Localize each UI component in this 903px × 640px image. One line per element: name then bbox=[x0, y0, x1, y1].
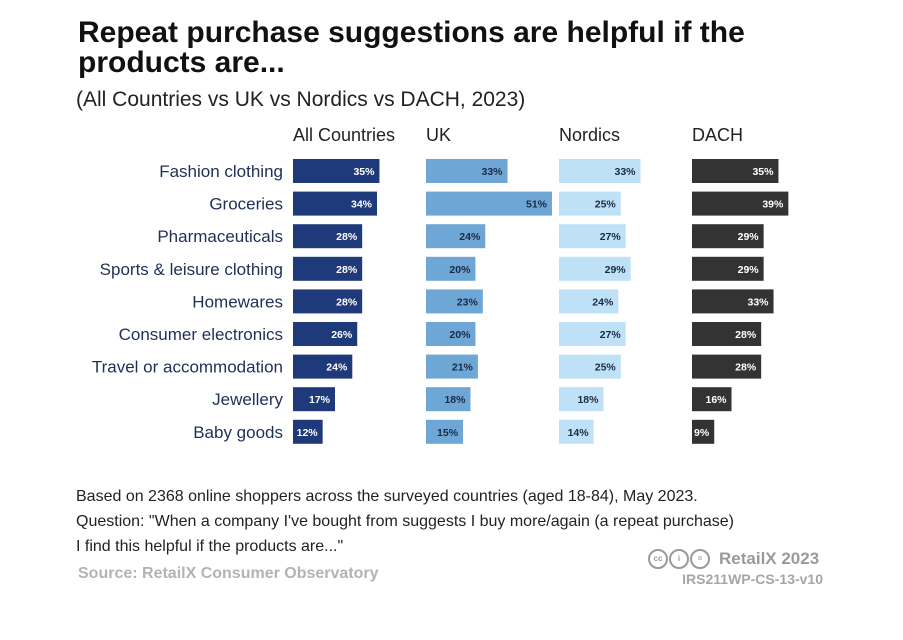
bar-label-3-3: 29% bbox=[738, 264, 760, 276]
category-label-4: Homewares bbox=[192, 292, 283, 311]
bar-2-2 bbox=[559, 224, 626, 249]
bar-0-8 bbox=[293, 419, 323, 444]
bar-label-1-5: 20% bbox=[449, 329, 471, 341]
footnote-line-1: Based on 2368 online shoppers across the… bbox=[76, 488, 698, 505]
bar-3-7 bbox=[692, 387, 732, 412]
bar-1-2 bbox=[426, 224, 486, 249]
bar-label-2-6: 25% bbox=[595, 362, 617, 374]
bar-2-5 bbox=[559, 322, 626, 346]
bar-2-1 bbox=[559, 191, 621, 216]
category-label-8: Baby goods bbox=[193, 423, 283, 442]
category-label-1: Groceries bbox=[209, 195, 283, 214]
bar-label-1-7: 18% bbox=[444, 394, 466, 406]
bar-label-2-8: 14% bbox=[568, 427, 590, 439]
bar-label-1-2: 24% bbox=[459, 231, 481, 243]
bar-0-7 bbox=[293, 387, 335, 412]
bar-1-8 bbox=[426, 419, 464, 444]
bar-1-4 bbox=[426, 289, 483, 314]
bar-label-1-8: 15% bbox=[437, 427, 459, 439]
bar-label-0-8: 12% bbox=[297, 427, 319, 439]
bar-label-0-3: 28% bbox=[336, 264, 358, 276]
creative-commons-icon: cc i = bbox=[648, 549, 711, 569]
bar-label-2-5: 27% bbox=[600, 329, 622, 341]
bar-2-3 bbox=[559, 256, 631, 281]
bar-label-1-6: 21% bbox=[452, 362, 474, 374]
bar-label-3-0: 35% bbox=[752, 166, 774, 178]
category-label-3: Sports & leisure clothing bbox=[100, 260, 283, 279]
bar-3-0 bbox=[692, 159, 779, 183]
bar-3-8 bbox=[692, 419, 715, 444]
bar-label-1-3: 20% bbox=[449, 264, 471, 276]
bar-label-2-2: 27% bbox=[600, 231, 622, 243]
bar-label-2-0: 33% bbox=[615, 166, 637, 178]
bar-label-3-8: 9% bbox=[694, 427, 710, 439]
bar-label-3-5: 28% bbox=[735, 329, 757, 341]
bar-label-1-4: 23% bbox=[457, 296, 479, 308]
bar-3-6 bbox=[692, 354, 762, 379]
brand-block: cc i = RetailX 2023 bbox=[648, 548, 819, 570]
bar-3-2 bbox=[692, 224, 764, 249]
bar-label-0-7: 17% bbox=[309, 394, 331, 406]
bar-label-0-1: 34% bbox=[351, 199, 373, 211]
footnote-line-3: I find this helpful if the products are.… bbox=[76, 538, 344, 555]
category-label-7: Jewellery bbox=[212, 390, 283, 409]
bar-2-4 bbox=[559, 289, 619, 314]
series-header-0: All Countries bbox=[293, 125, 395, 145]
category-label-0: Fashion clothing bbox=[159, 162, 283, 181]
bar-3-4 bbox=[692, 289, 774, 314]
bar-label-2-3: 29% bbox=[605, 264, 627, 276]
category-label-6: Travel or accommodation bbox=[92, 358, 283, 377]
bar-0-4 bbox=[293, 289, 363, 314]
bar-2-8 bbox=[559, 419, 594, 444]
bar-3-1 bbox=[692, 191, 789, 216]
series-header-1: UK bbox=[426, 125, 451, 145]
bar-1-1 bbox=[426, 191, 552, 216]
bar-1-6 bbox=[426, 354, 478, 379]
bar-1-3 bbox=[426, 256, 476, 281]
bar-2-7 bbox=[559, 387, 604, 412]
bar-1-0 bbox=[426, 159, 508, 183]
bar-label-0-2: 28% bbox=[336, 231, 358, 243]
bar-label-2-7: 18% bbox=[577, 394, 599, 406]
bar-0-0 bbox=[293, 159, 380, 183]
bar-1-5 bbox=[426, 322, 476, 346]
bar-2-6 bbox=[559, 354, 621, 379]
bar-0-6 bbox=[293, 354, 353, 379]
bar-label-1-0: 33% bbox=[482, 166, 504, 178]
bar-label-3-7: 16% bbox=[706, 394, 728, 406]
brand-name: RetailX 2023 bbox=[719, 549, 820, 568]
chart-subtitle: (All Countries vs UK vs Nordics vs DACH,… bbox=[76, 88, 526, 111]
bar-0-2 bbox=[293, 224, 363, 249]
bar-label-1-1: 51% bbox=[526, 199, 548, 211]
bar-3-3 bbox=[692, 256, 764, 281]
series-header-3: DACH bbox=[692, 125, 743, 145]
bar-label-3-1: 39% bbox=[762, 199, 784, 211]
bar-label-0-4: 28% bbox=[336, 296, 358, 308]
category-label-5: Consumer electronics bbox=[119, 325, 283, 344]
bar-chart: All Countries UK Nordics DACH Fashion clothi… bbox=[92, 125, 789, 444]
source-text: Source: RetailX Consumer Observatory bbox=[78, 565, 379, 582]
bar-3-5 bbox=[692, 322, 762, 346]
bar-label-0-0: 35% bbox=[353, 166, 375, 178]
bar-0-1 bbox=[293, 191, 377, 216]
series-header-2: Nordics bbox=[559, 125, 620, 145]
bar-2-0 bbox=[559, 159, 641, 183]
bar-label-3-4: 33% bbox=[748, 296, 770, 308]
bar-label-3-2: 29% bbox=[738, 231, 760, 243]
bar-label-0-5: 26% bbox=[331, 329, 353, 341]
bar-0-5 bbox=[293, 322, 358, 346]
bar-label-2-1: 25% bbox=[595, 199, 617, 211]
bar-1-7 bbox=[426, 387, 471, 412]
footnote-line-2: Question: "When a company I've bought fr… bbox=[76, 513, 734, 530]
bar-label-3-6: 28% bbox=[735, 362, 757, 374]
chart-title: Repeat purchase suggestions are helpful … bbox=[78, 16, 745, 79]
reference-code: IRS211WP-CS-13-v10 bbox=[682, 571, 823, 587]
bar-0-3 bbox=[293, 256, 363, 281]
bar-label-2-4: 24% bbox=[592, 296, 614, 308]
bar-label-0-6: 24% bbox=[326, 362, 348, 374]
category-label-2: Pharmaceuticals bbox=[157, 227, 283, 246]
